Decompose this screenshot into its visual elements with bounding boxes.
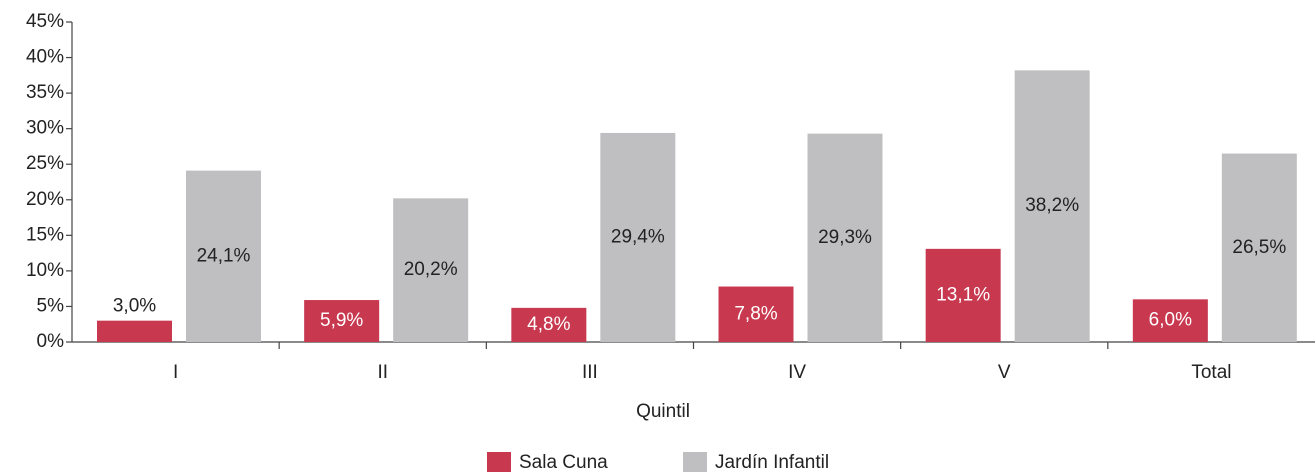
value-label: 38,2% bbox=[1025, 195, 1079, 216]
y-tick-label: 40% bbox=[26, 47, 64, 68]
x-tick-label: Total bbox=[1191, 362, 1231, 383]
y-tick-label: 15% bbox=[26, 224, 64, 245]
value-label: 13,1% bbox=[936, 284, 990, 305]
bar bbox=[511, 307, 587, 342]
bar bbox=[807, 133, 883, 342]
value-label: 3,0% bbox=[113, 296, 156, 317]
bar bbox=[600, 132, 676, 342]
value-label: 4,8% bbox=[527, 314, 570, 335]
y-tick-label: 30% bbox=[26, 118, 64, 139]
x-tick-label: II bbox=[377, 362, 388, 383]
x-axis-label: Quintil bbox=[636, 401, 690, 422]
legend-label: Sala Cuna bbox=[519, 452, 608, 473]
value-label: 26,5% bbox=[1232, 237, 1286, 258]
bar bbox=[718, 286, 794, 342]
legend-label: Jardín Infantil bbox=[715, 452, 829, 473]
y-tick-label: 5% bbox=[37, 295, 65, 316]
bar bbox=[1221, 153, 1297, 342]
value-label: 5,9% bbox=[320, 310, 363, 331]
x-tick-label: IV bbox=[788, 362, 806, 383]
y-tick-label: 45% bbox=[26, 11, 64, 32]
x-tick-label: V bbox=[998, 362, 1011, 383]
value-label: 7,8% bbox=[734, 303, 777, 324]
value-label: 20,2% bbox=[404, 259, 458, 280]
y-tick-label: 20% bbox=[26, 189, 64, 210]
x-tick-label: I bbox=[173, 362, 178, 383]
x-tick-label: III bbox=[582, 362, 598, 383]
bar bbox=[186, 170, 261, 342]
value-label: 24,1% bbox=[197, 245, 251, 266]
bar bbox=[925, 248, 1001, 342]
bar bbox=[97, 320, 172, 342]
bar bbox=[1014, 70, 1090, 342]
value-label: 29,3% bbox=[818, 227, 872, 248]
y-tick-label: 35% bbox=[26, 82, 64, 103]
bar bbox=[304, 300, 380, 342]
y-tick-label: 0% bbox=[37, 331, 65, 352]
legend-swatch bbox=[487, 452, 511, 472]
y-tick-label: 25% bbox=[26, 153, 64, 174]
y-tick-label: 10% bbox=[26, 260, 64, 281]
value-label: 29,4% bbox=[611, 226, 665, 247]
bar bbox=[393, 198, 469, 342]
bar bbox=[1132, 299, 1208, 342]
value-label: 6,0% bbox=[1149, 310, 1192, 331]
legend-swatch bbox=[683, 452, 707, 472]
